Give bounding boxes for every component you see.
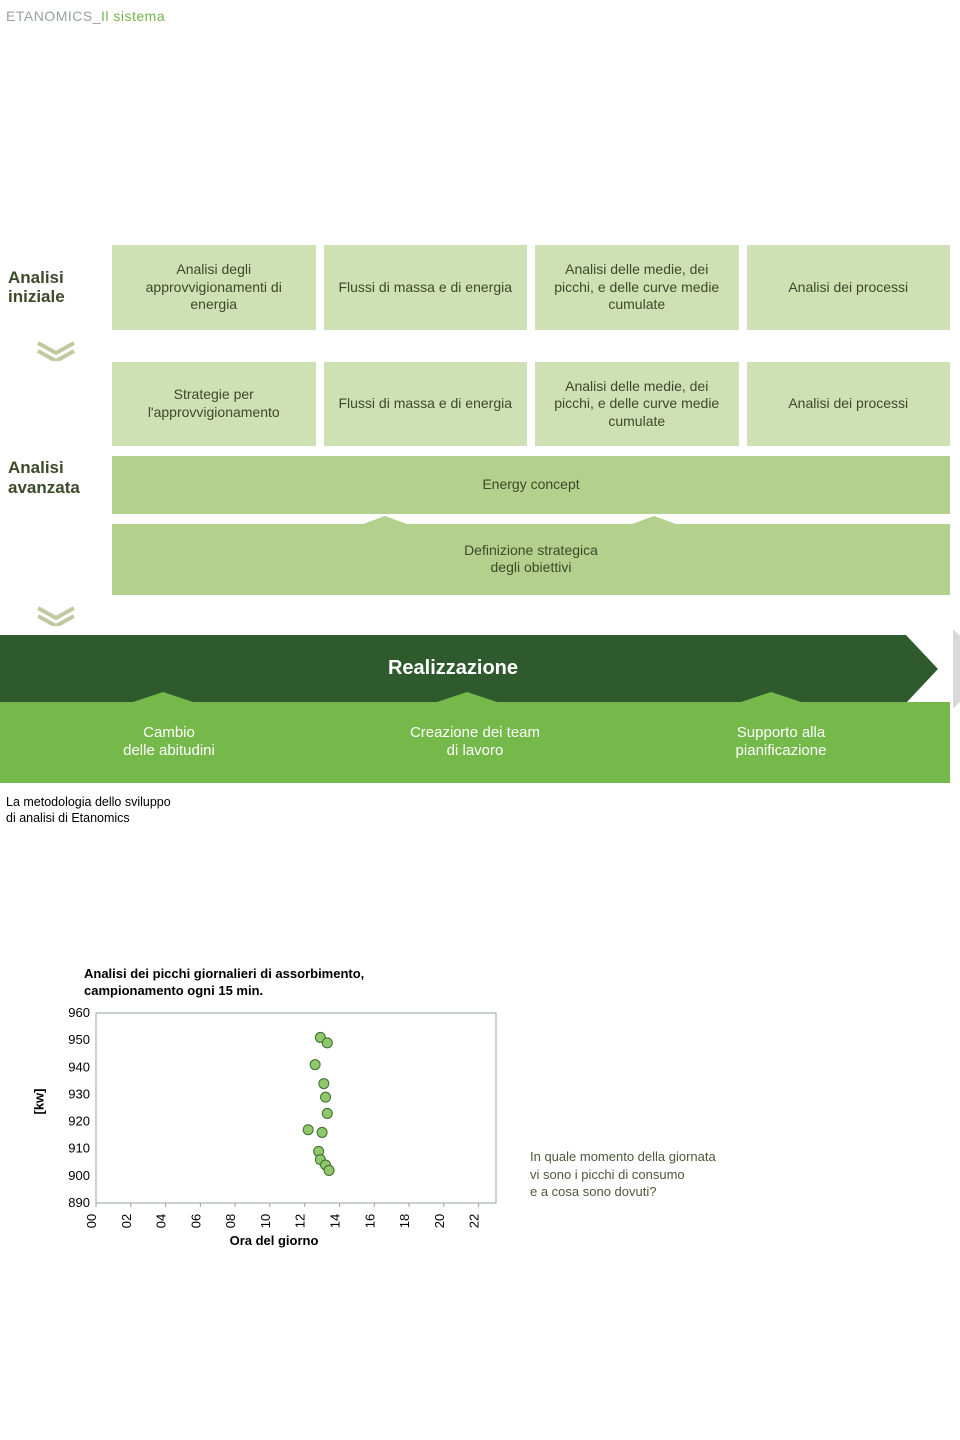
row2-full-1: Energy concept: [112, 456, 950, 514]
chart-sidenote: In quale momento della giornata vi sono …: [530, 1148, 790, 1201]
svg-text:20: 20: [432, 1214, 447, 1228]
brand-sub: Il sistema: [101, 8, 165, 24]
svg-text:960: 960: [68, 1007, 90, 1020]
row1-label: Analisi iniziale: [0, 245, 112, 330]
realizzazione-label: Realizzazione: [388, 657, 518, 679]
connector-1: [0, 340, 950, 362]
svg-text:890: 890: [68, 1195, 90, 1210]
svg-text:02: 02: [119, 1214, 134, 1228]
row-analisi-avanzata: Analisi avanzata Strategie per l'approvv…: [0, 362, 950, 595]
row1-box-1: Flussi di massa e di energia: [324, 245, 528, 330]
connector-2: [0, 605, 950, 627]
svg-text:06: 06: [188, 1214, 203, 1228]
svg-text:18: 18: [397, 1214, 412, 1228]
green-row: Cambio delle abitudini Creazione dei tea…: [0, 702, 950, 784]
svg-text:00: 00: [84, 1214, 99, 1228]
svg-text:10: 10: [258, 1214, 273, 1228]
svg-text:910: 910: [68, 1140, 90, 1155]
chart-ylabel: [kw]: [28, 1007, 50, 1197]
svg-text:940: 940: [68, 1059, 90, 1074]
row-analisi-iniziale: Analisi iniziale Analisi degli approvvig…: [0, 245, 950, 330]
row2-full-2: Definizione strategica degli obiettivi: [112, 524, 950, 595]
page-header: ETANOMICS_Il sistema: [0, 0, 960, 30]
svg-text:16: 16: [362, 1214, 377, 1228]
row2-box-1: Flussi di massa e di energia: [324, 362, 528, 447]
row2-box-2: Analisi delle medie, dei picchi, e delle…: [535, 362, 739, 447]
diagram: Analisi iniziale Analisi degli approvvig…: [0, 30, 960, 826]
chevron-down-icon: [36, 341, 76, 361]
chart-section: Analisi dei picchi giornalieri di assorb…: [0, 966, 960, 1248]
chevron-down-icon: [36, 606, 76, 626]
svg-text:900: 900: [68, 1168, 90, 1183]
row2-label: Analisi avanzata: [0, 362, 112, 595]
arrow-outline: [953, 629, 960, 709]
svg-text:12: 12: [293, 1214, 308, 1228]
row1-box-3: Analisi dei processi: [747, 245, 951, 330]
scatter-chart: 890 900 910 920 930 940 950 960 00 02 04 06 08 10 12 14…: [50, 1007, 502, 1231]
chart-xlabel: Ora del giorno: [28, 1233, 498, 1248]
green-cell-2: Supporto alla pianificazione: [632, 724, 930, 762]
svg-text:04: 04: [154, 1214, 169, 1228]
row1-box-2: Analisi delle medie, dei picchi, e delle…: [535, 245, 739, 330]
chart-title: Analisi dei picchi giornalieri di assorb…: [84, 966, 960, 999]
svg-text:930: 930: [68, 1086, 90, 1101]
svg-text:920: 920: [68, 1113, 90, 1128]
row2-box-3: Analisi dei processi: [747, 362, 951, 447]
row2-box-0: Strategie per l'approvvigionamento: [112, 362, 316, 447]
svg-text:14: 14: [327, 1214, 342, 1228]
diagram-caption: La metodologia dello sviluppo di analisi…: [6, 795, 950, 826]
svg-text:950: 950: [68, 1032, 90, 1047]
green-cell-1: Creazione dei team di lavoro: [326, 724, 624, 762]
green-cell-0: Cambio delle abitudini: [20, 724, 318, 762]
row1-box-0: Analisi degli approvvigionamenti di ener…: [112, 245, 316, 330]
brand-text: ETANOMICS_: [6, 8, 101, 24]
svg-text:22: 22: [467, 1214, 482, 1228]
svg-text:08: 08: [223, 1214, 238, 1228]
